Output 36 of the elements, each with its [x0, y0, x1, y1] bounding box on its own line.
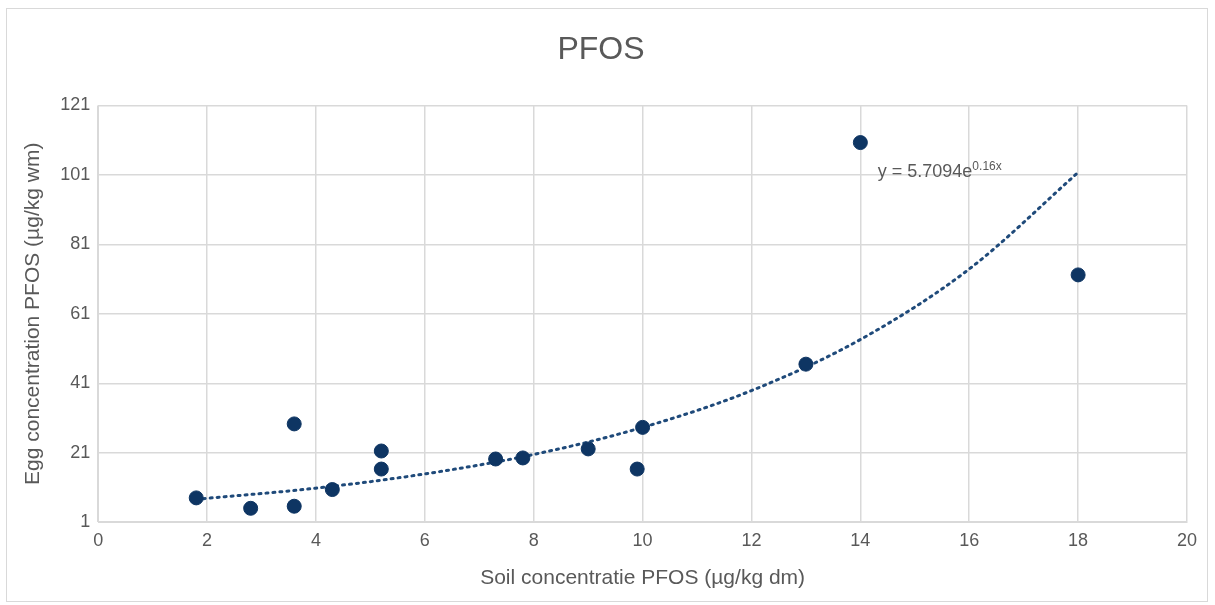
- point: [629, 461, 645, 477]
- point: [580, 441, 596, 457]
- x-tick-label: 6: [419, 529, 430, 550]
- y-tick-label: 61: [70, 302, 91, 323]
- x-tick-label: 20: [1176, 529, 1198, 550]
- point: [324, 482, 340, 498]
- x-axis-title: Soil concentratie PFOS (µg/kg dm): [480, 565, 806, 589]
- y-tick-label: 21: [70, 441, 91, 462]
- x-tick-label: 10: [632, 529, 653, 550]
- x-tick-label: 8: [528, 529, 539, 550]
- y-axis-title: Egg concentration PFOS (µg/kg wm): [20, 142, 44, 485]
- point: [798, 356, 814, 372]
- point: [1070, 267, 1086, 283]
- x-tick-label: 2: [202, 529, 213, 550]
- y-tick-label: 81: [70, 233, 91, 254]
- point: [286, 498, 302, 514]
- point: [373, 443, 389, 459]
- x-tick-label: 16: [959, 529, 980, 550]
- point: [515, 450, 531, 466]
- x-tick-label: 18: [1068, 529, 1089, 550]
- x-tick-label: 14: [850, 529, 871, 550]
- x-tick-label: 4: [310, 529, 321, 550]
- y-tick-label: 101: [60, 163, 91, 184]
- x-tick-label: 0: [93, 529, 104, 550]
- point: [373, 461, 389, 477]
- y-tick-label: 41: [70, 372, 91, 393]
- point: [188, 490, 204, 506]
- y-tick-label: 121: [60, 94, 91, 115]
- point: [852, 135, 868, 151]
- point: [635, 419, 651, 435]
- point: [286, 416, 302, 432]
- chart-title: PFOS: [557, 30, 645, 67]
- y-tick-label: 1: [80, 511, 91, 532]
- point: [488, 451, 504, 467]
- x-tick-label: 12: [741, 529, 762, 550]
- point: [243, 500, 259, 516]
